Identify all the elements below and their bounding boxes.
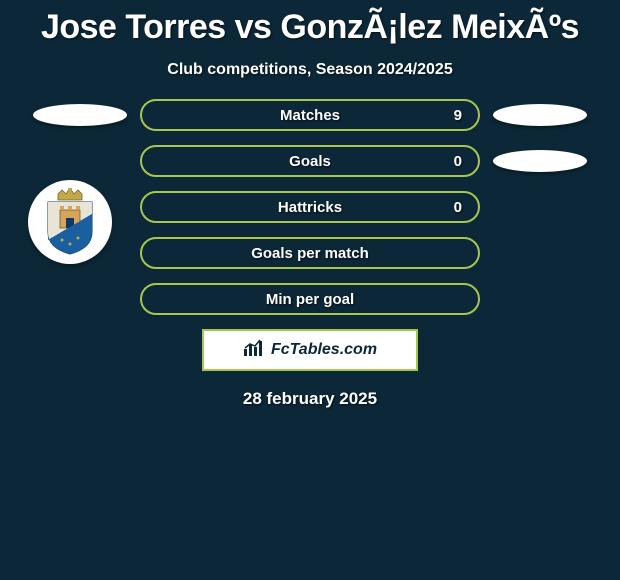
club-crest-circle	[28, 180, 112, 264]
stat-row-goals: Goals 0	[0, 145, 620, 177]
stat-value: 0	[454, 153, 462, 170]
stat-pill-matches: Matches 9	[140, 99, 480, 131]
club-crest-wrap	[28, 180, 112, 264]
page-subtitle: Club competitions, Season 2024/2025	[0, 47, 620, 99]
stat-row-mpg: Min per goal	[0, 283, 620, 315]
stat-pill-mpg: Min per goal	[140, 283, 480, 315]
stat-label: Min per goal	[266, 291, 354, 308]
page-title: Jose Torres vs GonzÃ¡lez MeixÃºs	[0, 0, 620, 47]
stat-value: 0	[454, 199, 462, 216]
site-badge-wrap: FcTables.com	[0, 329, 620, 371]
bar-chart-icon	[243, 339, 265, 362]
footer-date: 28 february 2025	[0, 371, 620, 409]
stat-label: Goals	[289, 153, 331, 170]
player-right-placeholder-1	[493, 104, 587, 126]
stat-label: Goals per match	[251, 245, 369, 262]
player-left-placeholder	[33, 104, 127, 126]
site-name: FcTables.com	[271, 341, 377, 359]
stat-row-matches: Matches 9	[0, 99, 620, 131]
stat-pill-hattricks: Hattricks 0	[140, 191, 480, 223]
player-right-placeholder-2	[493, 150, 587, 172]
stat-label: Matches	[280, 107, 340, 124]
stat-value: 9	[454, 107, 462, 124]
stat-pill-goals: Goals 0	[140, 145, 480, 177]
stat-label: Hattricks	[278, 199, 342, 216]
club-crest-icon	[42, 188, 98, 256]
stat-pill-gpm: Goals per match	[140, 237, 480, 269]
site-badge: FcTables.com	[202, 329, 418, 371]
